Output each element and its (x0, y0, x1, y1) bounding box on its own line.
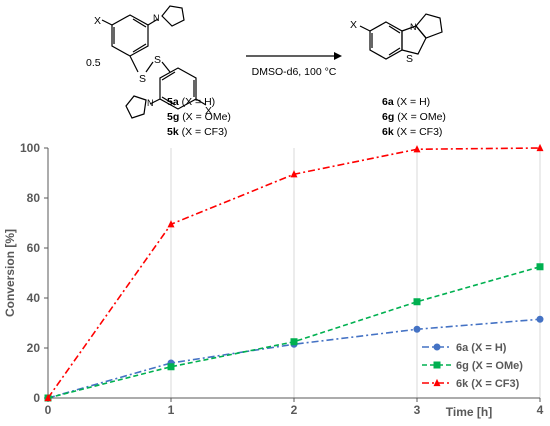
reaction-conditions: DMSO-d6, 100 °C (252, 66, 337, 78)
data-point-1-1 (167, 363, 175, 371)
y-tick-label-3: 60 (27, 241, 41, 255)
y-axis-label: Conversion [%] (3, 229, 17, 317)
product-substituent-x: X (350, 19, 357, 31)
legend-marker-2 (433, 378, 441, 387)
product-thiazole-ring (401, 25, 427, 55)
x-tick-label-4: 4 (537, 403, 544, 417)
data-point-2-2 (290, 170, 298, 178)
series-2 (44, 143, 544, 402)
y-tick-label-2: 40 (27, 291, 41, 305)
y-tick-label-5: 100 (20, 141, 40, 155)
triazole-n-top: N (153, 13, 160, 23)
top-benzene-ring (111, 14, 149, 57)
reaction-scheme (101, 5, 443, 119)
bottom-benzene-ring (159, 67, 197, 110)
x-axis-label: Time [h] (446, 405, 492, 419)
legend-label-0: 6a (X = H) (456, 342, 507, 354)
x-tick-label-0: 0 (45, 403, 52, 417)
reactant-labels: 5a (X = H) 5g (X = OMe) 5k (X = CF3) (167, 96, 231, 138)
legend-label-2: 6k (X = CF3) (456, 378, 520, 390)
y-tick-label-4: 80 (27, 191, 41, 205)
data-point-0-3 (413, 325, 421, 333)
legend: 6a (X = H) 6g (X = OMe) 6k (X = CF3) (422, 342, 523, 390)
product-triazole-ring (415, 13, 443, 39)
data-point-1-3 (413, 298, 421, 306)
legend-marker-1 (433, 361, 441, 369)
tick-labels: 0 20 40 60 80 100 0 1 2 3 4 (20, 141, 544, 417)
reactant-label-1: 5g (X = OMe) (167, 111, 231, 123)
reactant-label-0: 5a (X = H) (167, 96, 215, 108)
grid-lines (170, 148, 541, 398)
sulfur-1: S (139, 73, 146, 85)
x-tick-label-1: 1 (168, 403, 175, 417)
product-label-0: 6a (X = H) (382, 96, 430, 108)
product-labels: 6a (X = H) 6g (X = OMe) 6k (X = CF3) (382, 96, 446, 138)
x-tick-label-3: 3 (414, 403, 421, 417)
substituent-x-bottom: X (205, 105, 212, 117)
scheme-labels: X 0.5 N S S X N X S N DMSO-d6, 100 °C 5a… (86, 13, 446, 138)
y-tick-label-1: 20 (27, 341, 41, 355)
data-point-2-0 (44, 393, 52, 402)
bottom-triazole-ring (125, 95, 147, 119)
triazole-n-bottom: N (147, 98, 154, 108)
data-point-1-4 (536, 263, 544, 271)
data-point-2-3 (413, 145, 421, 153)
product-nitrogen: N (410, 22, 417, 32)
coefficient: 0.5 (86, 57, 101, 69)
legend-marker-0 (433, 343, 441, 351)
top-triazole-ring (161, 5, 185, 27)
data-point-0-4 (536, 315, 544, 323)
reactant-label-2: 5k (X = CF3) (167, 126, 227, 138)
data-series (44, 143, 544, 402)
y-tick-label-0: 0 (33, 391, 40, 405)
data-point-2-4 (536, 143, 544, 152)
conversion-chart: 0 20 40 60 80 100 0 1 2 3 4 Conversion [%] Time [h… (3, 141, 544, 419)
legend-item-0: 6a (X = H) (422, 342, 507, 354)
x-tick-label-2: 2 (291, 403, 298, 417)
product-benzene-ring (369, 21, 403, 60)
product-label-1: 6g (X = OMe) (382, 111, 446, 123)
sulfur-2: S (154, 54, 161, 66)
data-point-1-2 (290, 338, 298, 346)
series-line-0 (47, 318, 541, 399)
legend-label-1: 6g (X = OMe) (456, 360, 523, 372)
legend-item-1: 6g (X = OMe) (422, 360, 523, 372)
product-sulfur: S (406, 53, 413, 65)
data-point-2-1 (167, 220, 175, 228)
legend-item-2: 6k (X = CF3) (422, 378, 520, 390)
substituent-x-top: X (94, 15, 101, 27)
product-label-2: 6k (X = CF3) (382, 126, 442, 138)
